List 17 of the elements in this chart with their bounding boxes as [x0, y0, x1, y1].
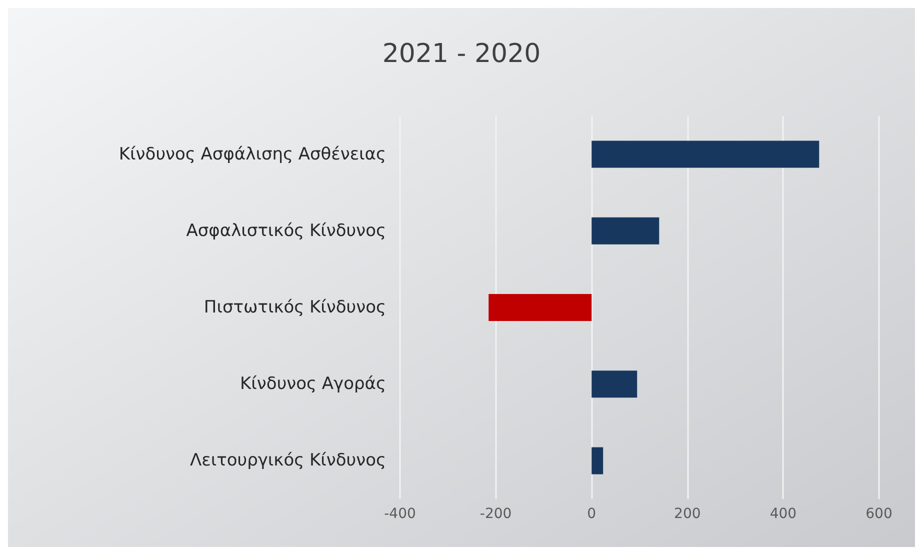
x-tick-label: 0: [587, 506, 596, 522]
x-tick-label: 600: [866, 506, 892, 522]
y-tick-label: Πιστωτικός Κίνδυνος: [204, 298, 386, 318]
bar: [592, 217, 660, 244]
x-tick-label: 200: [674, 506, 701, 522]
y-tick-label: Κίνδυνος Αγοράς: [240, 374, 386, 394]
y-tick-label: Λειτουργικός Κίνδυνος: [190, 450, 386, 471]
x-tick-label: -200: [480, 506, 512, 522]
y-tick-label: Ασφαλιστικός Κίνδυνος: [186, 220, 386, 241]
bar: [592, 447, 604, 474]
bar: [592, 140, 820, 168]
bar: [488, 294, 592, 321]
x-tick-label: 400: [770, 506, 797, 522]
chart-title: 2021 - 2020: [382, 39, 541, 69]
bar: [592, 370, 638, 398]
y-tick-label: Κίνδυνος Ασφάλισης Ασθένειας: [118, 144, 386, 164]
x-tick-label: -400: [384, 506, 416, 522]
